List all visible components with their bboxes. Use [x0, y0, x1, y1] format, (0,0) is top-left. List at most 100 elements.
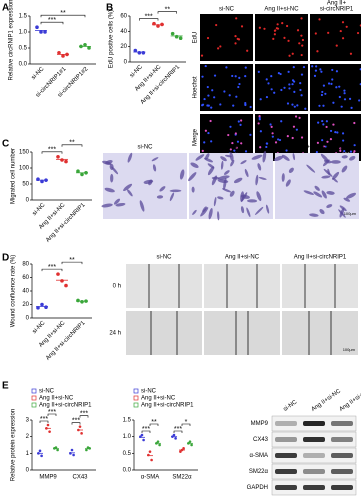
nucleus — [235, 146, 238, 149]
nucleus — [271, 132, 274, 135]
nucleus — [322, 104, 325, 107]
data-point — [87, 46, 91, 50]
band — [303, 485, 325, 490]
nucleus — [235, 17, 238, 20]
nucleus — [240, 119, 243, 122]
nucleus — [293, 105, 296, 108]
nucleus — [279, 72, 282, 76]
band — [331, 469, 353, 474]
data-point — [78, 425, 82, 428]
x-tick-label: CX43 — [72, 475, 88, 481]
significance: *** — [72, 418, 80, 425]
stained-cell — [188, 172, 197, 182]
data-point — [35, 25, 39, 30]
stained-cell — [191, 186, 195, 193]
nucleus — [319, 68, 322, 71]
stained-cell — [346, 192, 357, 199]
legend-swatch — [31, 402, 37, 408]
significance: *** — [48, 17, 56, 24]
nucleus — [258, 26, 261, 29]
nucleus — [200, 54, 204, 57]
stained-cell — [240, 191, 245, 203]
nucleus — [232, 104, 235, 107]
nucleus — [335, 70, 339, 73]
significance: *** — [174, 426, 182, 433]
band — [303, 469, 325, 474]
y-tick-label: 1.0 — [19, 30, 28, 36]
bracket — [181, 423, 191, 426]
column-label: Ang II+si-circNRIP1 — [294, 255, 347, 261]
nucleus — [315, 151, 318, 154]
nucleus — [249, 133, 252, 136]
data-point — [76, 298, 80, 303]
nucleus — [206, 85, 209, 89]
nucleus — [298, 42, 301, 45]
nucleus — [329, 138, 333, 141]
micrograph — [200, 64, 253, 111]
data-point — [88, 447, 91, 450]
nucleus — [332, 123, 335, 126]
nucleus — [300, 34, 303, 37]
data-point — [133, 48, 138, 53]
micrograph — [255, 64, 308, 111]
nucleus — [300, 94, 303, 97]
nucleus — [334, 131, 337, 134]
stained-cell — [303, 190, 314, 195]
nucleus — [338, 85, 341, 88]
column-label: si-NC — [219, 7, 235, 13]
data-point — [36, 306, 40, 310]
bracket — [41, 151, 63, 154]
significance: *** — [48, 147, 56, 154]
nucleus — [358, 99, 361, 102]
row-label: GAPDH — [247, 485, 268, 491]
nucleus — [244, 150, 248, 153]
data-point — [37, 452, 40, 455]
nucleus — [234, 42, 237, 45]
column-label: Ang II+si-NC — [214, 145, 249, 151]
significance: ** — [69, 257, 75, 264]
y-tick-label: 0 — [26, 468, 30, 474]
nucleus — [206, 104, 209, 107]
data-point — [36, 177, 40, 181]
nucleus — [265, 78, 268, 81]
stained-cell — [341, 155, 348, 159]
nucleus — [315, 65, 318, 68]
stained-cell — [265, 204, 270, 214]
nucleus — [299, 82, 302, 85]
nucleus — [270, 75, 273, 78]
nucleus — [209, 119, 212, 123]
y-axis-label: EdU positive cells (%) — [109, 10, 115, 68]
bracket — [40, 21, 64, 25]
stained-cell — [156, 195, 164, 199]
data-point — [69, 452, 72, 455]
stained-cell — [292, 152, 296, 161]
nucleus — [304, 107, 307, 110]
stained-cell — [218, 175, 230, 180]
band — [303, 421, 325, 426]
stained-cell — [179, 169, 185, 180]
nucleus — [201, 103, 205, 106]
nucleus — [283, 86, 286, 89]
nucleus — [316, 50, 319, 53]
stained-cell — [195, 154, 205, 161]
y-axis-label: Wound confluence rate (%) — [11, 255, 17, 328]
nucleus — [203, 141, 206, 144]
data-point — [44, 178, 48, 182]
panel-label: E — [2, 381, 9, 392]
nucleus — [286, 102, 290, 105]
nucleus — [353, 121, 356, 125]
significance: ** — [165, 7, 171, 14]
y-tick-label: 50 — [22, 182, 29, 188]
row-label: SM22α — [249, 469, 269, 475]
nucleus — [338, 95, 341, 99]
y-tick-label: 20 — [22, 302, 29, 308]
nucleus — [329, 129, 333, 133]
nucleus — [231, 74, 234, 78]
stained-cell — [104, 187, 115, 193]
data-point — [140, 433, 144, 437]
data-point — [44, 305, 48, 310]
column-label: si-NC — [283, 399, 299, 413]
data-point — [85, 448, 88, 452]
nucleus — [287, 39, 290, 42]
